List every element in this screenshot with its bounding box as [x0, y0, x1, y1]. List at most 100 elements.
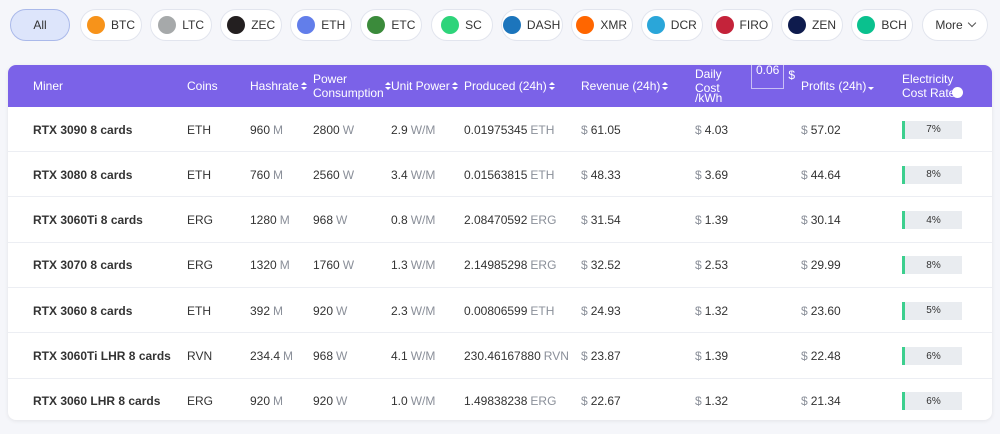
amount: 2.08470592 — [464, 213, 528, 228]
cell: 1.3 W/M — [391, 243, 435, 288]
amount: 1.0 — [391, 394, 408, 409]
column-header[interactable]: Produced (24h) — [464, 65, 574, 107]
header-label: Power Consumption — [313, 72, 384, 100]
amount: 57.02 — [810, 122, 841, 137]
miner-name: RTX 3060 LHR 8 cards — [33, 394, 161, 409]
amount: 21.34 — [810, 394, 841, 409]
amount: 1.39 — [704, 213, 729, 228]
tab-label: ZEN — [812, 18, 836, 32]
unit: M — [283, 349, 294, 363]
cell: $1.32 — [695, 379, 728, 420]
currency: $ — [801, 349, 808, 363]
cell: RTX 3060 8 cards — [33, 288, 132, 333]
filter-tab[interactable]: ZEC — [220, 9, 283, 41]
unit: W/M — [410, 167, 436, 182]
column-header[interactable]: Profits (24h) — [801, 65, 896, 107]
cell: RTX 3080 8 cards — [33, 152, 132, 197]
miner-name: RTX 3080 8 cards — [33, 167, 133, 182]
cell: 392 M — [250, 288, 283, 333]
table-row: RTX 3060Ti 8 cards ERG 1280 M 968 W 0.8 W/M 2.08… — [8, 198, 992, 243]
filter-tab[interactable]: LTC — [150, 9, 213, 41]
unit: M — [279, 213, 290, 228]
sort-icon — [385, 81, 391, 91]
amount: 4.03 — [704, 122, 729, 137]
cell: 6% — [902, 334, 962, 379]
cell: 0.01975345 ETH — [464, 107, 554, 152]
filter-tab[interactable]: ETC — [360, 9, 423, 41]
cell: ETH — [187, 288, 211, 333]
amount: 2.3 — [391, 303, 408, 318]
header-label: Unit Power — [391, 79, 450, 93]
column-header[interactable]: Revenue (24h) — [581, 65, 691, 107]
cell: 230.46167880 RVN — [464, 334, 569, 379]
filter-tab[interactable]: More — [922, 9, 988, 41]
cell: 8% — [902, 152, 962, 197]
filter-tab[interactable]: FIRO — [710, 9, 773, 41]
amount: 1.32 — [704, 394, 729, 409]
unit: ETH — [530, 303, 555, 318]
coin: ETH — [187, 167, 211, 182]
tab-label: ETH — [321, 18, 346, 32]
coin: ERG — [187, 213, 214, 228]
filter-tab[interactable]: ZEN — [781, 9, 843, 41]
cost-rate: 8% — [902, 165, 962, 184]
cell: RTX 3060Ti 8 cards — [33, 198, 143, 243]
column-header: Electricity Cost Rate — [902, 65, 982, 107]
cell: 0.8 W/M — [391, 198, 435, 243]
cell: 6% — [902, 379, 962, 420]
cell: 920 W — [313, 379, 347, 420]
unit: W — [336, 394, 348, 409]
tab-label: More — [935, 18, 963, 32]
cell: 4% — [902, 198, 962, 243]
coin-icon — [715, 16, 734, 34]
filter-tab[interactable]: BTC — [80, 9, 142, 41]
currency: $ — [695, 213, 702, 228]
cell: $3.69 — [695, 152, 728, 197]
amount: 1760 — [313, 258, 340, 273]
cost-rate: 6% — [902, 347, 962, 365]
amount: 3.4 — [391, 167, 408, 182]
cell: 920 M — [250, 379, 283, 420]
unit: W/M — [410, 303, 436, 318]
column-header[interactable]: Power Consumption — [313, 65, 391, 107]
header-label: Daily Cost — [695, 67, 722, 95]
filter-tab[interactable]: BCH — [851, 9, 914, 41]
filter-tab[interactable]: All — [10, 9, 70, 41]
info-icon[interactable] — [952, 86, 963, 98]
amount: 1.39 — [704, 349, 729, 363]
amount: 1280 — [250, 213, 277, 228]
cell: 2.3 W/M — [391, 288, 435, 333]
column-header[interactable]: Hashrate — [250, 65, 310, 107]
filter-tab[interactable]: DCR — [640, 9, 703, 41]
filter-tab[interactable]: DASH — [500, 9, 563, 41]
unit: W — [342, 258, 355, 273]
cell: $1.39 — [695, 198, 728, 243]
sort-icon — [451, 81, 458, 91]
column-header[interactable]: Unit Power — [391, 65, 461, 107]
currency: $ — [801, 394, 808, 409]
unit: M — [273, 167, 284, 182]
chevron — [967, 18, 976, 28]
amount: 1.3 — [391, 258, 408, 273]
unit: W/M — [410, 349, 436, 363]
table-row: RTX 3060 8 cards ETH 392 M 920 W 2.3 W/M 0.00806… — [8, 288, 992, 334]
cell: 0.00806599 ETH — [464, 288, 554, 333]
coin-icon — [441, 16, 460, 34]
cell: $23.87 — [581, 334, 621, 379]
filter-tab[interactable]: SC — [430, 9, 493, 41]
table-row: RTX 3060 LHR 8 cards ERG 920 M 920 W 1.0 W/M 1.4… — [8, 379, 992, 420]
miner-name: RTX 3070 8 cards — [33, 258, 133, 273]
filter-tab[interactable]: ETH — [290, 9, 353, 41]
tab-label: BTC — [111, 18, 135, 32]
cell: $31.54 — [581, 198, 621, 243]
filter-tab[interactable]: XMR — [570, 9, 633, 41]
currency: $ — [801, 303, 808, 318]
tab-label: LTC — [182, 18, 204, 32]
amount: 4.1 — [391, 349, 408, 363]
column-header: Miner — [33, 65, 173, 107]
header-label: Produced (24h) — [464, 79, 547, 93]
amount: 920 — [313, 394, 334, 409]
table-row: RTX 3070 8 cards ERG 1320 M 1760 W 1.3 W/M 2.149… — [8, 243, 992, 288]
amount: 968 — [313, 213, 334, 228]
cost-input[interactable]: 0.06 — [750, 65, 785, 89]
